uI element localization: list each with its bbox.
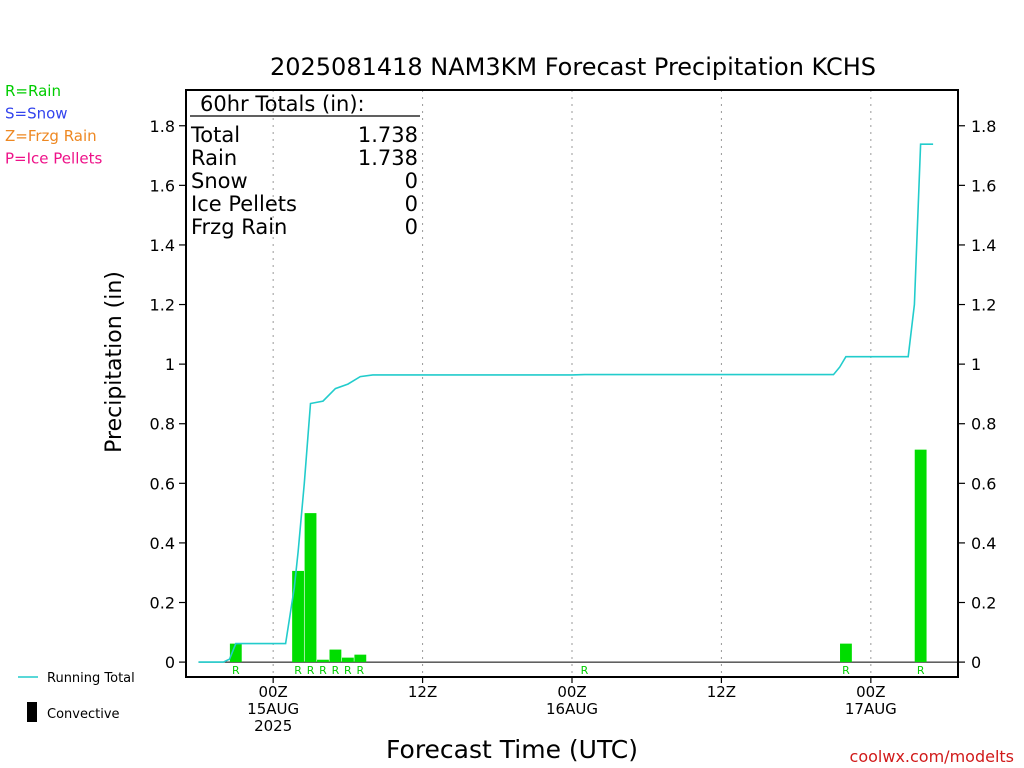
grid-lines xyxy=(272,90,872,677)
chart-title: 2025081418 NAM3KM Forecast Precipitation… xyxy=(270,53,876,81)
y-tick-label-right: 1.4 xyxy=(971,236,996,255)
y-tick-label-left: 0.2 xyxy=(150,594,175,613)
y-tick-label-right: 1.6 xyxy=(971,176,996,195)
type-legend-entry: S=Snow xyxy=(5,105,68,123)
precip-type-label: R xyxy=(581,664,589,677)
running-total-legend-label: Running Total xyxy=(47,671,135,686)
precip-bar xyxy=(341,657,354,663)
precip-type-label: R xyxy=(332,664,340,677)
y-tick-label-right: 1.2 xyxy=(971,296,996,315)
plot-area: R R R R R R R R RR xyxy=(185,89,959,678)
x-tick-label: 12Z xyxy=(408,683,437,701)
totals-box: 60hr Totals (in): Total 1.738 Rain 1.738 Sno… xyxy=(190,92,420,239)
y-tick-label-left: 0.8 xyxy=(150,415,175,434)
x-tick-label: 00Z xyxy=(258,683,287,701)
y-tick-label-left: 1.4 xyxy=(150,236,175,255)
precip-type-label: R xyxy=(232,664,240,677)
totals-row-value: 0 xyxy=(405,215,418,239)
type-legend-entry: P=Ice Pellets xyxy=(5,150,102,168)
y-axis-title: Precipitation (in) xyxy=(102,271,127,453)
credit-text: coolwx.com/modelts xyxy=(850,747,1014,766)
precip-bar xyxy=(914,449,927,663)
totals-row-label: Ice Pellets xyxy=(191,192,297,216)
precip-type-labels: R R R R R R R R RR xyxy=(232,664,925,677)
precip-type-label: R xyxy=(319,664,327,677)
totals-row-label: Total xyxy=(190,123,240,147)
precip-bar xyxy=(329,649,342,663)
x-tick-label: 2025 xyxy=(254,717,292,735)
y-tick-label-left: 1.8 xyxy=(150,117,175,136)
y-tick-label-right: 1 xyxy=(971,355,981,374)
y-tick-label-right: 0.8 xyxy=(971,415,996,434)
type-legend: R=Rain S=Snow Z=Frzg Rain P=Ice Pellets xyxy=(5,82,102,168)
precip-bar xyxy=(304,513,317,663)
convective-legend-swatch xyxy=(27,702,37,722)
y-tick-label-left: 1.6 xyxy=(150,176,175,195)
bottom-legend: Running Total Convective xyxy=(18,671,135,722)
precip-bar xyxy=(840,643,852,663)
y-tick-label-left: 0 xyxy=(165,653,175,672)
y-tick-label-left: 1.2 xyxy=(150,296,175,315)
totals-row-label: Rain xyxy=(191,146,237,170)
precip-type-label: R xyxy=(917,664,925,677)
precip-type-label: R xyxy=(344,664,352,677)
precip-type-label: R xyxy=(842,664,850,677)
totals-row-value: 0 xyxy=(405,192,418,216)
precip-bar xyxy=(317,659,329,663)
convective-legend-label: Convective xyxy=(47,707,120,722)
totals-row-value: 0 xyxy=(405,169,418,193)
totals-heading: 60hr Totals (in): xyxy=(200,92,365,116)
y-axis-left: 0 0.2 0.4 0.6 0.8 1 1.2 1.4 1.6 1.8 xyxy=(150,117,186,672)
y-tick-label-right: 0.4 xyxy=(971,534,996,553)
type-legend-entry: R=Rain xyxy=(5,82,61,100)
precip-type-label: R xyxy=(356,664,364,677)
y-tick-label-left: 1 xyxy=(165,355,175,374)
precip-bars xyxy=(229,449,927,663)
y-tick-label-right: 1.8 xyxy=(971,117,996,136)
y-tick-label-left: 0.4 xyxy=(150,534,175,553)
precip-bar xyxy=(229,643,242,663)
x-axis-title: Forecast Time (UTC) xyxy=(386,735,638,764)
y-axis-right: 0 0.2 0.4 0.6 0.8 1 1.2 1.4 1.6 1.8 xyxy=(958,117,996,672)
precip-type-label: R xyxy=(294,664,302,677)
x-tick-label: 17AUG xyxy=(845,700,897,718)
x-tick-label: 00Z xyxy=(557,683,586,701)
y-tick-label-right: 0.6 xyxy=(971,474,996,493)
x-tick-label: 15AUG xyxy=(247,700,299,718)
x-tick-label: 00Z xyxy=(856,683,885,701)
running-total-line xyxy=(198,143,934,663)
x-tick-label: 12Z xyxy=(707,683,736,701)
precip-bar xyxy=(354,654,367,663)
precip-type-label: R xyxy=(307,664,315,677)
totals-row-value: 1.738 xyxy=(358,123,418,147)
y-tick-label-left: 0.6 xyxy=(150,474,175,493)
totals-row-label: Frzg Rain xyxy=(191,215,287,239)
y-tick-label-right: 0.2 xyxy=(971,594,996,613)
y-tick-label-right: 0 xyxy=(971,653,981,672)
totals-row-value: 1.738 xyxy=(358,146,418,170)
type-legend-entry: Z=Frzg Rain xyxy=(5,127,97,145)
x-tick-label: 16AUG xyxy=(546,700,598,718)
totals-row-label: Snow xyxy=(191,169,248,193)
precip-bar xyxy=(292,570,304,663)
